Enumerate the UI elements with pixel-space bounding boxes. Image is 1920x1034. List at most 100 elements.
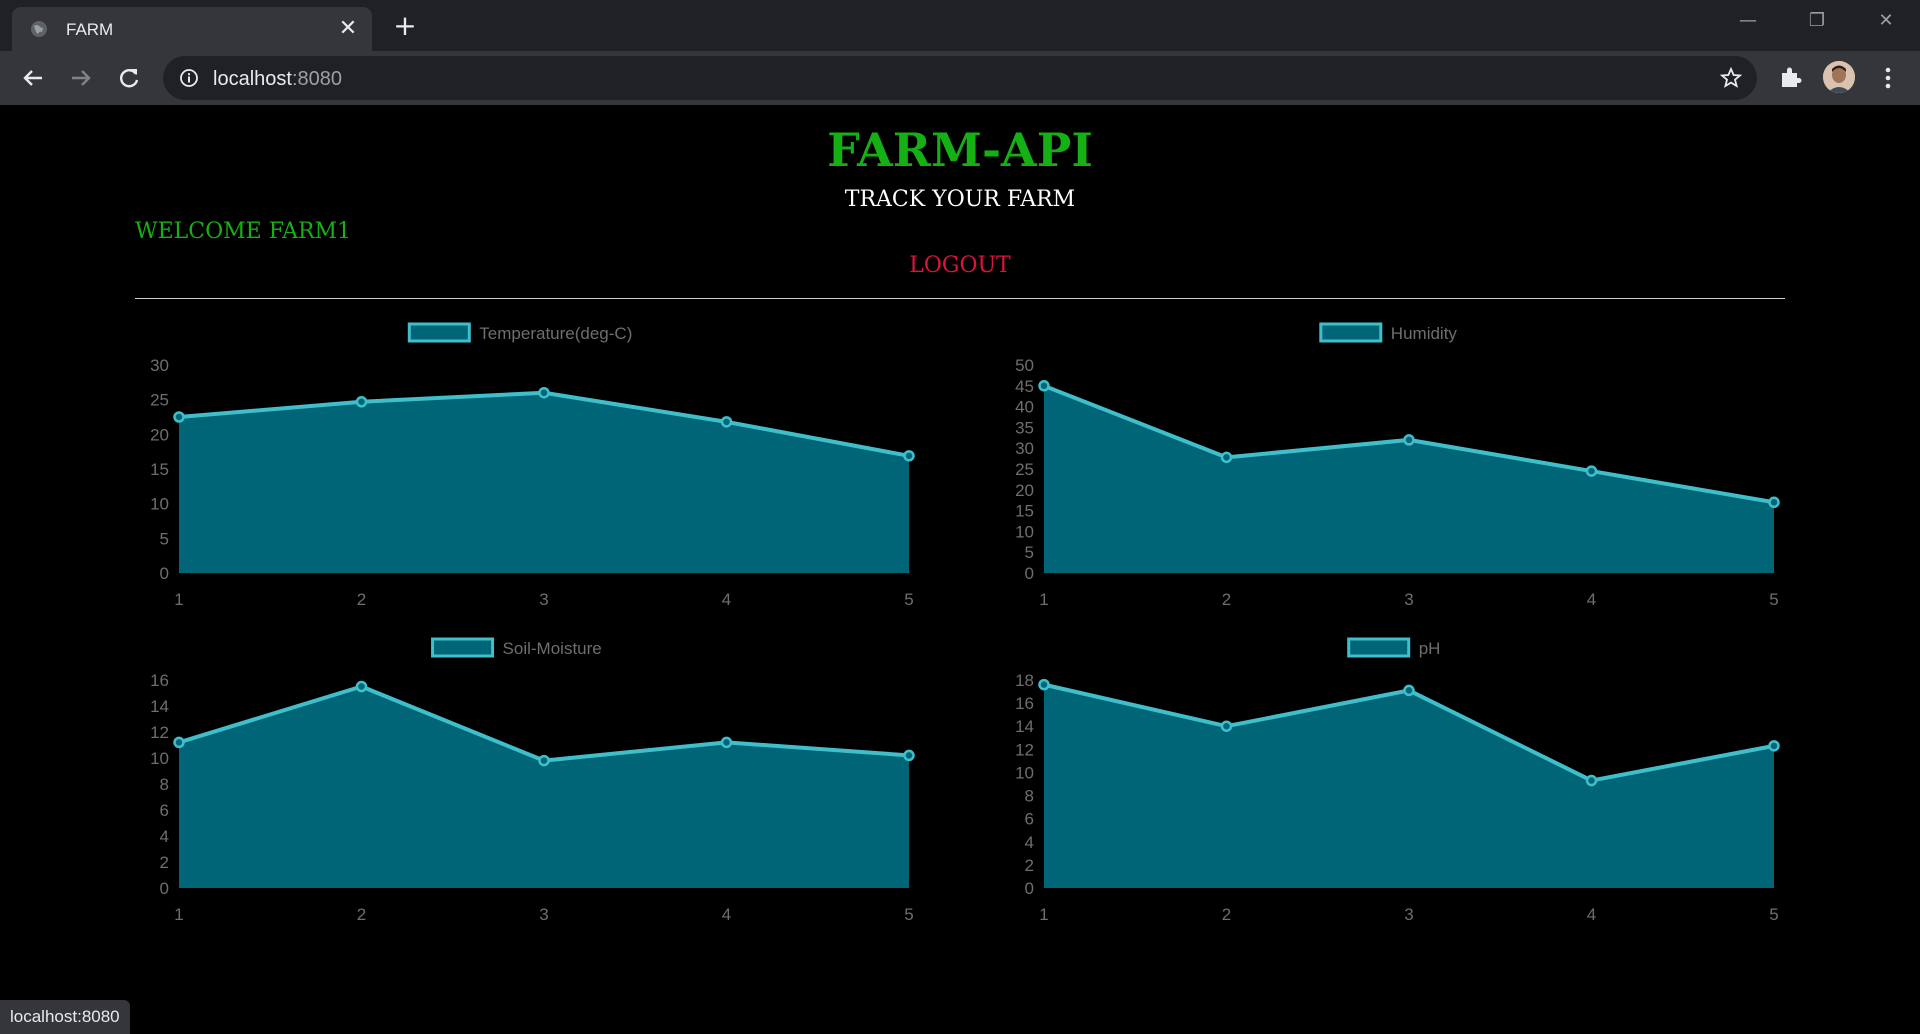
y-tick-label: 0: [1025, 879, 1034, 898]
data-point: [355, 395, 368, 408]
y-tick-label: 25: [1015, 460, 1034, 479]
x-tick-label: 4: [722, 905, 731, 924]
y-tick-label: 6: [1025, 810, 1034, 829]
page-content: FARM-API TRACK YOUR FARM WELCOME FARM1 L…: [0, 105, 1920, 1034]
x-tick-label: 3: [539, 590, 548, 609]
x-tick-label: 2: [1222, 905, 1231, 924]
data-point: [1585, 465, 1598, 477]
data-point: [538, 754, 550, 767]
x-tick-label: 3: [1404, 590, 1413, 609]
y-tick-label: 10: [150, 749, 169, 768]
plus-icon[interactable]: +: [393, 9, 417, 42]
reload-icon[interactable]: [114, 63, 144, 93]
browser-toolbar: localhost:8080: [0, 51, 1920, 105]
legend-swatch: [407, 322, 471, 343]
series-area: [179, 392, 909, 573]
avatar[interactable]: [1823, 61, 1855, 93]
y-tick-label: 45: [1015, 377, 1034, 396]
address-bar[interactable]: localhost:8080: [163, 56, 1757, 100]
y-tick-label: 5: [160, 529, 169, 548]
y-tick-label: 10: [150, 495, 169, 514]
humidity-chart: Humidity 0 5 10 15 20 25 30 35 40 45 50 1 2 3 4 5: [1000, 320, 1780, 620]
info-icon[interactable]: [179, 68, 199, 88]
y-tick-label: 12: [1015, 740, 1034, 759]
y-tick-label: 5: [1025, 543, 1034, 562]
ph-chart: pH 0 2 4 6 8 10 12 14 16 18 1 2 3 4 5: [1000, 635, 1780, 935]
x-tick-label: 1: [1039, 590, 1048, 609]
back-icon[interactable]: [18, 63, 48, 93]
url-host: localhost: [213, 68, 292, 90]
data-point: [720, 416, 733, 428]
window-close-icon[interactable]: ✕: [1878, 10, 1894, 31]
x-tick-label: 1: [174, 590, 183, 609]
logout-link[interactable]: LOGOUT: [0, 253, 1920, 278]
y-tick-label: 16: [1015, 694, 1034, 713]
data-point: [1038, 678, 1050, 691]
x-tick-label: 4: [1587, 905, 1596, 924]
y-tick-label: 25: [150, 391, 169, 410]
legend-swatch: [1347, 637, 1411, 658]
y-tick-label: 15: [150, 460, 169, 479]
star-icon[interactable]: [1719, 66, 1743, 90]
data-point: [1220, 720, 1233, 732]
url-text[interactable]: localhost:8080: [213, 68, 342, 91]
y-tick-label: 6: [160, 801, 169, 820]
x-tick-label: 5: [904, 590, 913, 609]
data-point: [1768, 496, 1780, 509]
y-tick-label: 8: [1025, 787, 1034, 806]
x-tick-label: 3: [1404, 905, 1413, 924]
minimize-icon[interactable]: —: [1739, 10, 1757, 31]
restore-icon[interactable]: ❐: [1808, 10, 1826, 31]
browser-tab[interactable]: FARM ✕: [12, 7, 372, 51]
close-icon[interactable]: ✕: [338, 16, 358, 41]
page-subtitle: TRACK YOUR FARM: [844, 187, 1076, 212]
y-tick-label: 18: [1015, 671, 1034, 690]
divider: [135, 298, 1785, 299]
x-tick-label: 2: [357, 590, 366, 609]
data-point: [173, 411, 185, 423]
y-tick-label: 14: [150, 697, 169, 716]
forward-icon[interactable]: [66, 63, 96, 93]
url-port: :8080: [291, 68, 342, 90]
x-tick-label: 3: [539, 905, 548, 924]
temperature-chart-svg: Temperature(deg-C) 0 5 10 15 20 25 30 1 2 3 4 5: [150, 322, 915, 609]
extensions-icon[interactable]: [1778, 64, 1804, 90]
x-tick-label: 1: [174, 905, 183, 924]
welcome-text: WELCOME FARM1: [135, 219, 352, 244]
y-tick-label: 0: [1025, 564, 1034, 583]
y-tick-label: 30: [150, 356, 169, 375]
legend-label: Soil-Moisture: [503, 639, 602, 658]
tab-strip: FARM ✕ + — ❐ ✕: [0, 0, 1920, 51]
data-point: [1220, 451, 1233, 464]
x-tick-label: 5: [1769, 590, 1778, 609]
y-tick-label: 20: [150, 425, 169, 444]
series-area: [1044, 684, 1774, 888]
data-point: [538, 386, 550, 399]
y-tick-label: 40: [1015, 398, 1034, 417]
y-tick-label: 2: [160, 853, 169, 872]
data-point: [1038, 380, 1050, 392]
data-point: [1585, 774, 1598, 787]
x-tick-label: 2: [357, 905, 366, 924]
x-tick-label: 2: [1222, 590, 1231, 609]
data-point: [355, 680, 368, 693]
y-tick-label: 10: [1015, 522, 1034, 541]
y-tick-label: 8: [160, 775, 169, 794]
data-point: [1403, 684, 1415, 697]
x-tick-label: 4: [1587, 590, 1596, 609]
y-tick-label: 10: [1015, 763, 1034, 782]
series-area: [179, 686, 909, 888]
y-tick-label: 50: [1015, 356, 1034, 375]
legend-label: Temperature(deg-C): [479, 324, 632, 343]
y-tick-label: 35: [1015, 418, 1034, 437]
menu-icon[interactable]: [1876, 63, 1900, 93]
data-point: [1403, 434, 1415, 446]
logout-label: LOGOUT: [909, 253, 1011, 278]
data-point: [1768, 740, 1780, 752]
data-point: [903, 450, 915, 462]
temperature-chart: Temperature(deg-C) 0 5 10 15 20 25 30 1 2 3 4 5: [135, 320, 915, 620]
legend-label: pH: [1419, 639, 1441, 658]
